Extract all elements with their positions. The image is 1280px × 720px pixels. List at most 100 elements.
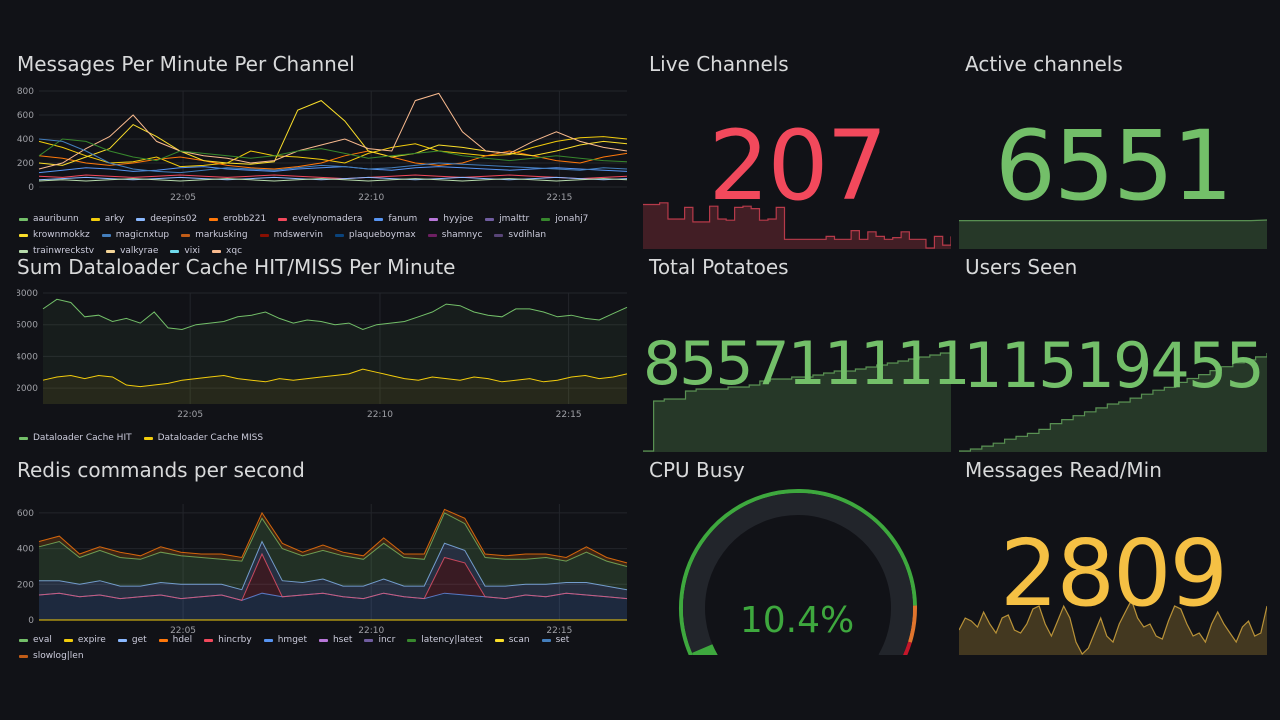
legend-item-latency-latest[interactable]: latency|latest <box>407 635 483 645</box>
legend-item-vixi[interactable]: vixi <box>170 246 200 256</box>
legend-item-eval[interactable]: eval <box>19 635 52 645</box>
panel-users-seen: Users Seen 11519455 <box>959 255 1267 452</box>
cpu-busy-value: 10.4% <box>739 600 855 641</box>
panel-active-channels: Active channels 6551 <box>959 52 1267 249</box>
legend-item-aauribunn[interactable]: aauribunn <box>19 214 79 224</box>
legend-item-evelynomadera[interactable]: evelynomadera <box>278 214 362 224</box>
legend-label: evelynomadera <box>292 214 363 224</box>
series-line-jonahj7 <box>38 138 628 163</box>
legend-item-set[interactable]: set <box>541 635 570 645</box>
panel-messages-per-minute: Messages Per Minute Per Channel 800 600 40… <box>17 52 629 256</box>
legend-item-scan[interactable]: scan <box>494 635 530 645</box>
legend-item-magicnxtup[interactable]: magicnxtup <box>101 230 169 240</box>
legend-label: jonahj7 <box>555 214 589 224</box>
legend-label: vixi <box>184 246 201 256</box>
legend-item-jmalttr[interactable]: jmalttr <box>485 214 529 224</box>
legend-item-get[interactable]: get <box>117 635 147 645</box>
messages-read-value: 2809 <box>999 520 1228 627</box>
legend-item-svdihlan[interactable]: svdihlan <box>494 230 546 240</box>
panel-cpu-busy: CPU Busy 10.4% <box>643 458 951 655</box>
x-tick-label: 22:15 <box>556 410 582 420</box>
sparkline-line <box>643 202 951 249</box>
x-tick-label: 22:10 <box>358 626 384 636</box>
legend-label: plaqueboymax <box>348 230 416 240</box>
panel-title[interactable]: Messages Read/Min <box>965 458 1162 482</box>
users-seen-value: 11519455 <box>963 329 1265 402</box>
y-tick-label: 400 <box>17 135 34 145</box>
legend-label: erobb221 <box>223 214 267 224</box>
legend-swatch <box>374 217 384 221</box>
legend-item-shamnyc[interactable]: shamnyc <box>427 230 483 240</box>
y-tick-label: 4000 <box>17 352 38 362</box>
panel-title[interactable]: Users Seen <box>965 255 1078 279</box>
legend-label: set <box>555 635 570 645</box>
legend-label: aauribunn <box>33 214 79 224</box>
y-tick-label: 800 <box>17 87 34 97</box>
legend-item-hyyjoe[interactable]: hyyjoe <box>429 214 473 224</box>
legend-swatch <box>19 249 28 253</box>
legend-item-deepins02[interactable]: deepins02 <box>136 214 197 224</box>
series-line-krownmokkz <box>38 100 628 166</box>
series-line-dataloader-cache-hit <box>42 298 628 331</box>
series-line-arky <box>38 136 628 168</box>
legend-swatch <box>117 638 127 642</box>
panel-title[interactable]: Live Channels <box>649 52 789 76</box>
panel-title[interactable]: CPU Busy <box>649 458 745 482</box>
legend-label: get <box>131 635 147 645</box>
legend-item-hdel[interactable]: hdel <box>158 635 192 645</box>
x-tick-label: 22:15 <box>546 193 572 203</box>
legend-label: krownmokkz <box>33 230 90 240</box>
legend-swatch <box>90 217 100 221</box>
y-tick-label: 8000 <box>17 289 38 299</box>
panel-title[interactable]: Total Potatoes <box>649 255 789 279</box>
legend-item-dataloader-cache-miss[interactable]: Dataloader Cache MISS <box>143 433 264 443</box>
legend-label: slowlog|len <box>33 651 84 661</box>
panel-title[interactable]: Messages Per Minute Per Channel <box>17 52 355 76</box>
legend-label: Dataloader Cache MISS <box>157 433 264 443</box>
messages-per-minute-chart[interactable]: 800 600 400 200 0 22:05 22:10 22:15 <box>17 85 629 205</box>
legend-label: deepins02 <box>150 214 198 224</box>
legend-item-krownmokkz[interactable]: krownmokkz <box>19 230 90 240</box>
series-line-fanum <box>38 166 628 174</box>
x-tick-label: 22:10 <box>358 193 384 203</box>
dataloader-cache-chart[interactable]: 8000 6000 4000 2000 22:05 22:10 22:15 <box>17 287 629 422</box>
legend-item-mdswervin[interactable]: mdswervin <box>259 230 323 240</box>
panel-title[interactable]: Redis commands per second <box>17 458 305 482</box>
panel-title[interactable]: Sum Dataloader Cache HIT/MISS Per Minute <box>17 255 456 279</box>
users-seen-sparkline <box>959 353 1267 452</box>
redis-commands-chart[interactable]: 600 400 200 0 22:05 22:10 22:15 <box>17 498 629 638</box>
legend-label: shamnyc <box>441 230 483 240</box>
legend-swatch <box>19 654 28 658</box>
legend-label: Dataloader Cache HIT <box>33 433 132 443</box>
legend-swatch <box>259 233 269 237</box>
legend-label: hmget <box>277 635 307 645</box>
legend-item-dataloader-cache-hit[interactable]: Dataloader Cache HIT <box>19 433 132 443</box>
legend-item-hincrby[interactable]: hincrby <box>204 635 252 645</box>
legend-item-hset[interactable]: hset <box>318 635 352 645</box>
legend-item-slowlog-len[interactable]: slowlog|len <box>19 651 84 661</box>
legend-swatch <box>427 233 437 237</box>
legend-item-erobb221[interactable]: erobb221 <box>209 214 266 224</box>
legend-swatch <box>407 638 417 642</box>
legend-item-markusking[interactable]: markusking <box>181 230 248 240</box>
legend-item-arky[interactable]: arky <box>90 214 124 224</box>
legend-item-expire[interactable]: expire <box>63 635 106 645</box>
legend-item-trainwreckstv[interactable]: trainwreckstv <box>19 246 94 256</box>
sparkline-line <box>959 598 1267 655</box>
legend-item-plaqueboymax[interactable]: plaqueboymax <box>334 230 416 240</box>
legend-item-jonahj7[interactable]: jonahj7 <box>541 214 588 224</box>
legend-swatch <box>19 436 28 440</box>
legend-item-hmget[interactable]: hmget <box>263 635 307 645</box>
legend-swatch <box>541 217 551 221</box>
legend-item-incr[interactable]: incr <box>364 635 395 645</box>
x-tick-label: 22:10 <box>367 410 393 420</box>
panel-title[interactable]: Active channels <box>965 52 1123 76</box>
legend-swatch <box>170 249 180 253</box>
legend-swatch <box>209 217 219 221</box>
series-line-dataloader-cache-miss <box>42 368 628 388</box>
series-line-eval <box>38 512 628 567</box>
legend-swatch <box>263 638 273 642</box>
legend-item-valkyrae[interactable]: valkyrae <box>106 246 158 256</box>
legend-item-xqc[interactable]: xqc <box>212 246 242 256</box>
legend-item-fanum[interactable]: fanum <box>374 214 417 224</box>
